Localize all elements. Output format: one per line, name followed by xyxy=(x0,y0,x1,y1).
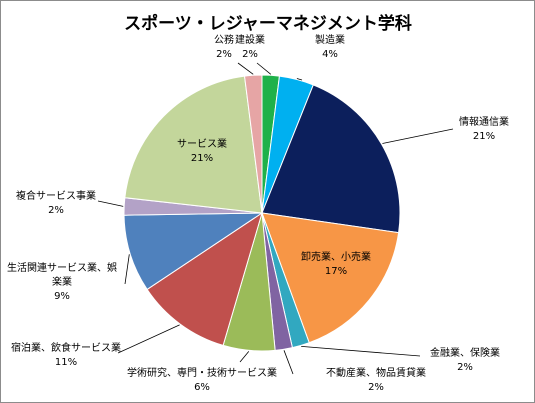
leader-line-7 xyxy=(239,351,250,363)
slice-value-4: 17% xyxy=(325,266,347,277)
slice-value-2: 4% xyxy=(322,49,338,60)
pie-slice-11 xyxy=(124,75,263,214)
pie-slices xyxy=(123,74,401,352)
slice-label-7: 学術研究、専門・技術サービス業 xyxy=(127,366,277,379)
slice-value-1: 2% xyxy=(242,49,258,60)
leader-line-9 xyxy=(124,254,130,285)
slice-label-6: 不動産業、物品賃貸業 xyxy=(326,366,426,379)
slice-value-10: 2% xyxy=(48,205,64,216)
pie-slice-12 xyxy=(243,74,263,214)
slice-value-3: 21% xyxy=(473,131,495,142)
slice-label-9-line-2: 楽業 xyxy=(52,275,72,288)
slice-label-9-line-1: 生活関連サービス業、娯 xyxy=(7,261,117,274)
slice-label-5: 金融業、保険業 xyxy=(430,346,500,359)
slice-value-5: 2% xyxy=(457,362,473,373)
slice-label-8: 宿泊業、飲食サービス業 xyxy=(11,341,121,354)
slice-label-11: サービス業 xyxy=(177,137,227,150)
slice-label-3: 情報通信業 xyxy=(459,115,509,128)
chart-title: スポーツ・レジャーマネジメント学科 xyxy=(124,13,412,34)
leader-line-10 xyxy=(97,200,124,207)
leader-line-5 xyxy=(301,346,421,357)
slice-label-10: 複合サービス事業 xyxy=(16,189,96,202)
pie-slice-4 xyxy=(261,212,400,344)
pie-slice-3 xyxy=(261,84,401,234)
data-labels: 建設業2%製造業4%情報通信業21%卸売業、小売業17%金融業、保険業2%不動産… xyxy=(7,33,509,393)
slice-value-6: 2% xyxy=(368,382,384,393)
slice-label-12: 公務 xyxy=(214,33,234,46)
leader-line-8 xyxy=(117,324,180,354)
leader-line-3 xyxy=(382,128,454,144)
leader-lines xyxy=(97,62,454,375)
pie-slice-8 xyxy=(146,211,263,347)
leader-line-12 xyxy=(237,62,254,75)
leader-line-2 xyxy=(296,78,303,81)
slice-label-1: 建設業 xyxy=(235,33,265,46)
slice-value-12: 2% xyxy=(216,49,232,60)
slice-label-4: 卸売業、小売業 xyxy=(301,250,371,263)
slice-label-2: 製造業 xyxy=(315,33,345,46)
leader-line-1 xyxy=(256,62,272,75)
slice-value-7: 6% xyxy=(194,382,210,393)
slice-value-9: 9% xyxy=(54,291,70,302)
pie-slice-9 xyxy=(123,212,264,291)
slice-value-11: 21% xyxy=(191,153,213,164)
slice-value-8: 11% xyxy=(55,357,77,368)
leader-line-6 xyxy=(283,350,294,375)
